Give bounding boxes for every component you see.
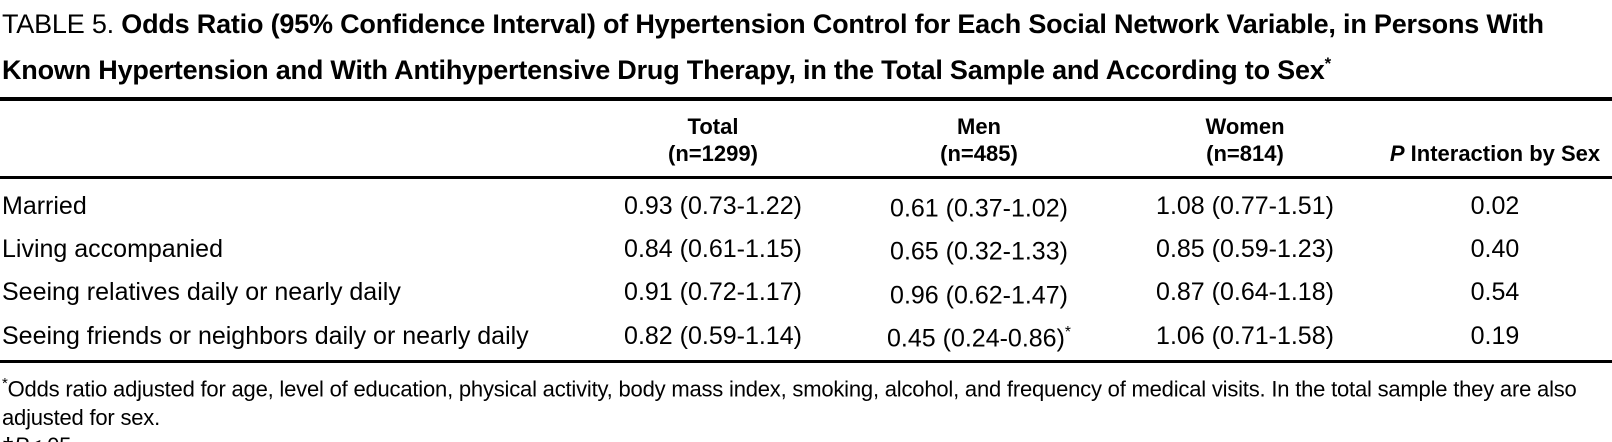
- cell-total: 0.91 (0.72-1.17): [624, 278, 802, 307]
- footnote-adjustment: *Odds ratio adjusted for age, level of e…: [2, 370, 1610, 431]
- row-label: Seeing friends or neighbors daily or nea…: [0, 313, 580, 364]
- column-header-men-n: (n=485): [940, 141, 1018, 166]
- table-row-married: Married 0.93 (0.73-1.22) 0.61 (0.37-1.02…: [0, 178, 1612, 228]
- cell-total: 0.93 (0.73-1.22): [624, 191, 802, 220]
- significance-marker: *: [1064, 323, 1071, 341]
- cell-women: 0.85 (0.59-1.23): [1156, 234, 1334, 263]
- cell-total: 0.84 (0.61-1.15): [624, 234, 802, 263]
- footnote-significance-text: <.05.: [29, 433, 78, 442]
- table-row-living-accompanied: Living accompanied 0.84 (0.61-1.15) 0.65…: [0, 227, 1612, 270]
- column-header-women-n: (n=814): [1206, 141, 1284, 166]
- column-header-variable: [0, 99, 580, 179]
- column-header-p-interaction: P Interaction by Sex: [1378, 99, 1612, 179]
- cell-men: 0.65 (0.32-1.33): [890, 237, 1068, 266]
- row-label: Married: [2, 191, 87, 220]
- cell-p-interaction: 0.40: [1470, 234, 1520, 263]
- cell-women: 1.06 (0.71-1.58): [1112, 313, 1378, 364]
- footnote-significance-p: P: [14, 433, 29, 442]
- cell-p-interaction: 0.02: [1470, 191, 1520, 220]
- cell-p-interaction: 0.19: [1378, 313, 1612, 364]
- cell-women: 0.87 (0.64-1.18): [1156, 278, 1334, 307]
- cell-p-interaction: 0.54: [1470, 278, 1520, 307]
- p-interaction-label: Interaction by Sex: [1410, 141, 1601, 166]
- footnote-significance: †P<.05.: [2, 432, 1610, 442]
- column-header-total-n: (n=1299): [668, 141, 758, 166]
- table-title-text: Odds Ratio (95% Confidence Interval) of …: [2, 9, 1544, 85]
- table-row-seeing-relatives: Seeing relatives daily or nearly daily 0…: [0, 271, 1612, 314]
- column-header-men-label: Men: [957, 114, 1001, 139]
- header-row: Total (n=1299) Men (n=485) Women (n=814)…: [0, 99, 1612, 179]
- cell-total: 0.82 (0.59-1.14): [580, 313, 846, 364]
- table-row-seeing-friends: Seeing friends or neighbors daily or nea…: [0, 313, 1612, 364]
- cell-men: 0.45 (0.24-0.86)*: [846, 313, 1112, 364]
- table-title: TABLE 5. Odds Ratio (95% Confidence Inte…: [0, 0, 1612, 97]
- cell-men: 0.96 (0.62-1.47): [890, 280, 1068, 309]
- footnotes: *Odds ratio adjusted for age, level of e…: [0, 363, 1612, 442]
- column-header-total: Total (n=1299): [580, 99, 846, 179]
- title-footnote-marker: *: [1324, 54, 1332, 73]
- footnote-adjustment-marker: *: [2, 375, 8, 393]
- cell-men: 0.61 (0.37-1.02): [890, 194, 1068, 223]
- cell-women: 1.08 (0.77-1.51): [1156, 191, 1334, 220]
- odds-ratio-table: Total (n=1299) Men (n=485) Women (n=814)…: [0, 97, 1612, 364]
- column-header-women: Women (n=814): [1112, 99, 1378, 179]
- row-label: Seeing relatives daily or nearly daily: [2, 278, 401, 307]
- footnote-significance-marker: †: [2, 433, 14, 442]
- table-number: TABLE 5.: [2, 9, 114, 39]
- row-label: Living accompanied: [2, 234, 223, 263]
- column-header-total-label: Total: [687, 114, 739, 139]
- p-symbol: P: [1389, 141, 1405, 166]
- column-header-women-label: Women: [1205, 114, 1285, 139]
- footnote-adjustment-text: Odds ratio adjusted for age, level of ed…: [2, 376, 1577, 430]
- column-header-men: Men (n=485): [846, 99, 1112, 179]
